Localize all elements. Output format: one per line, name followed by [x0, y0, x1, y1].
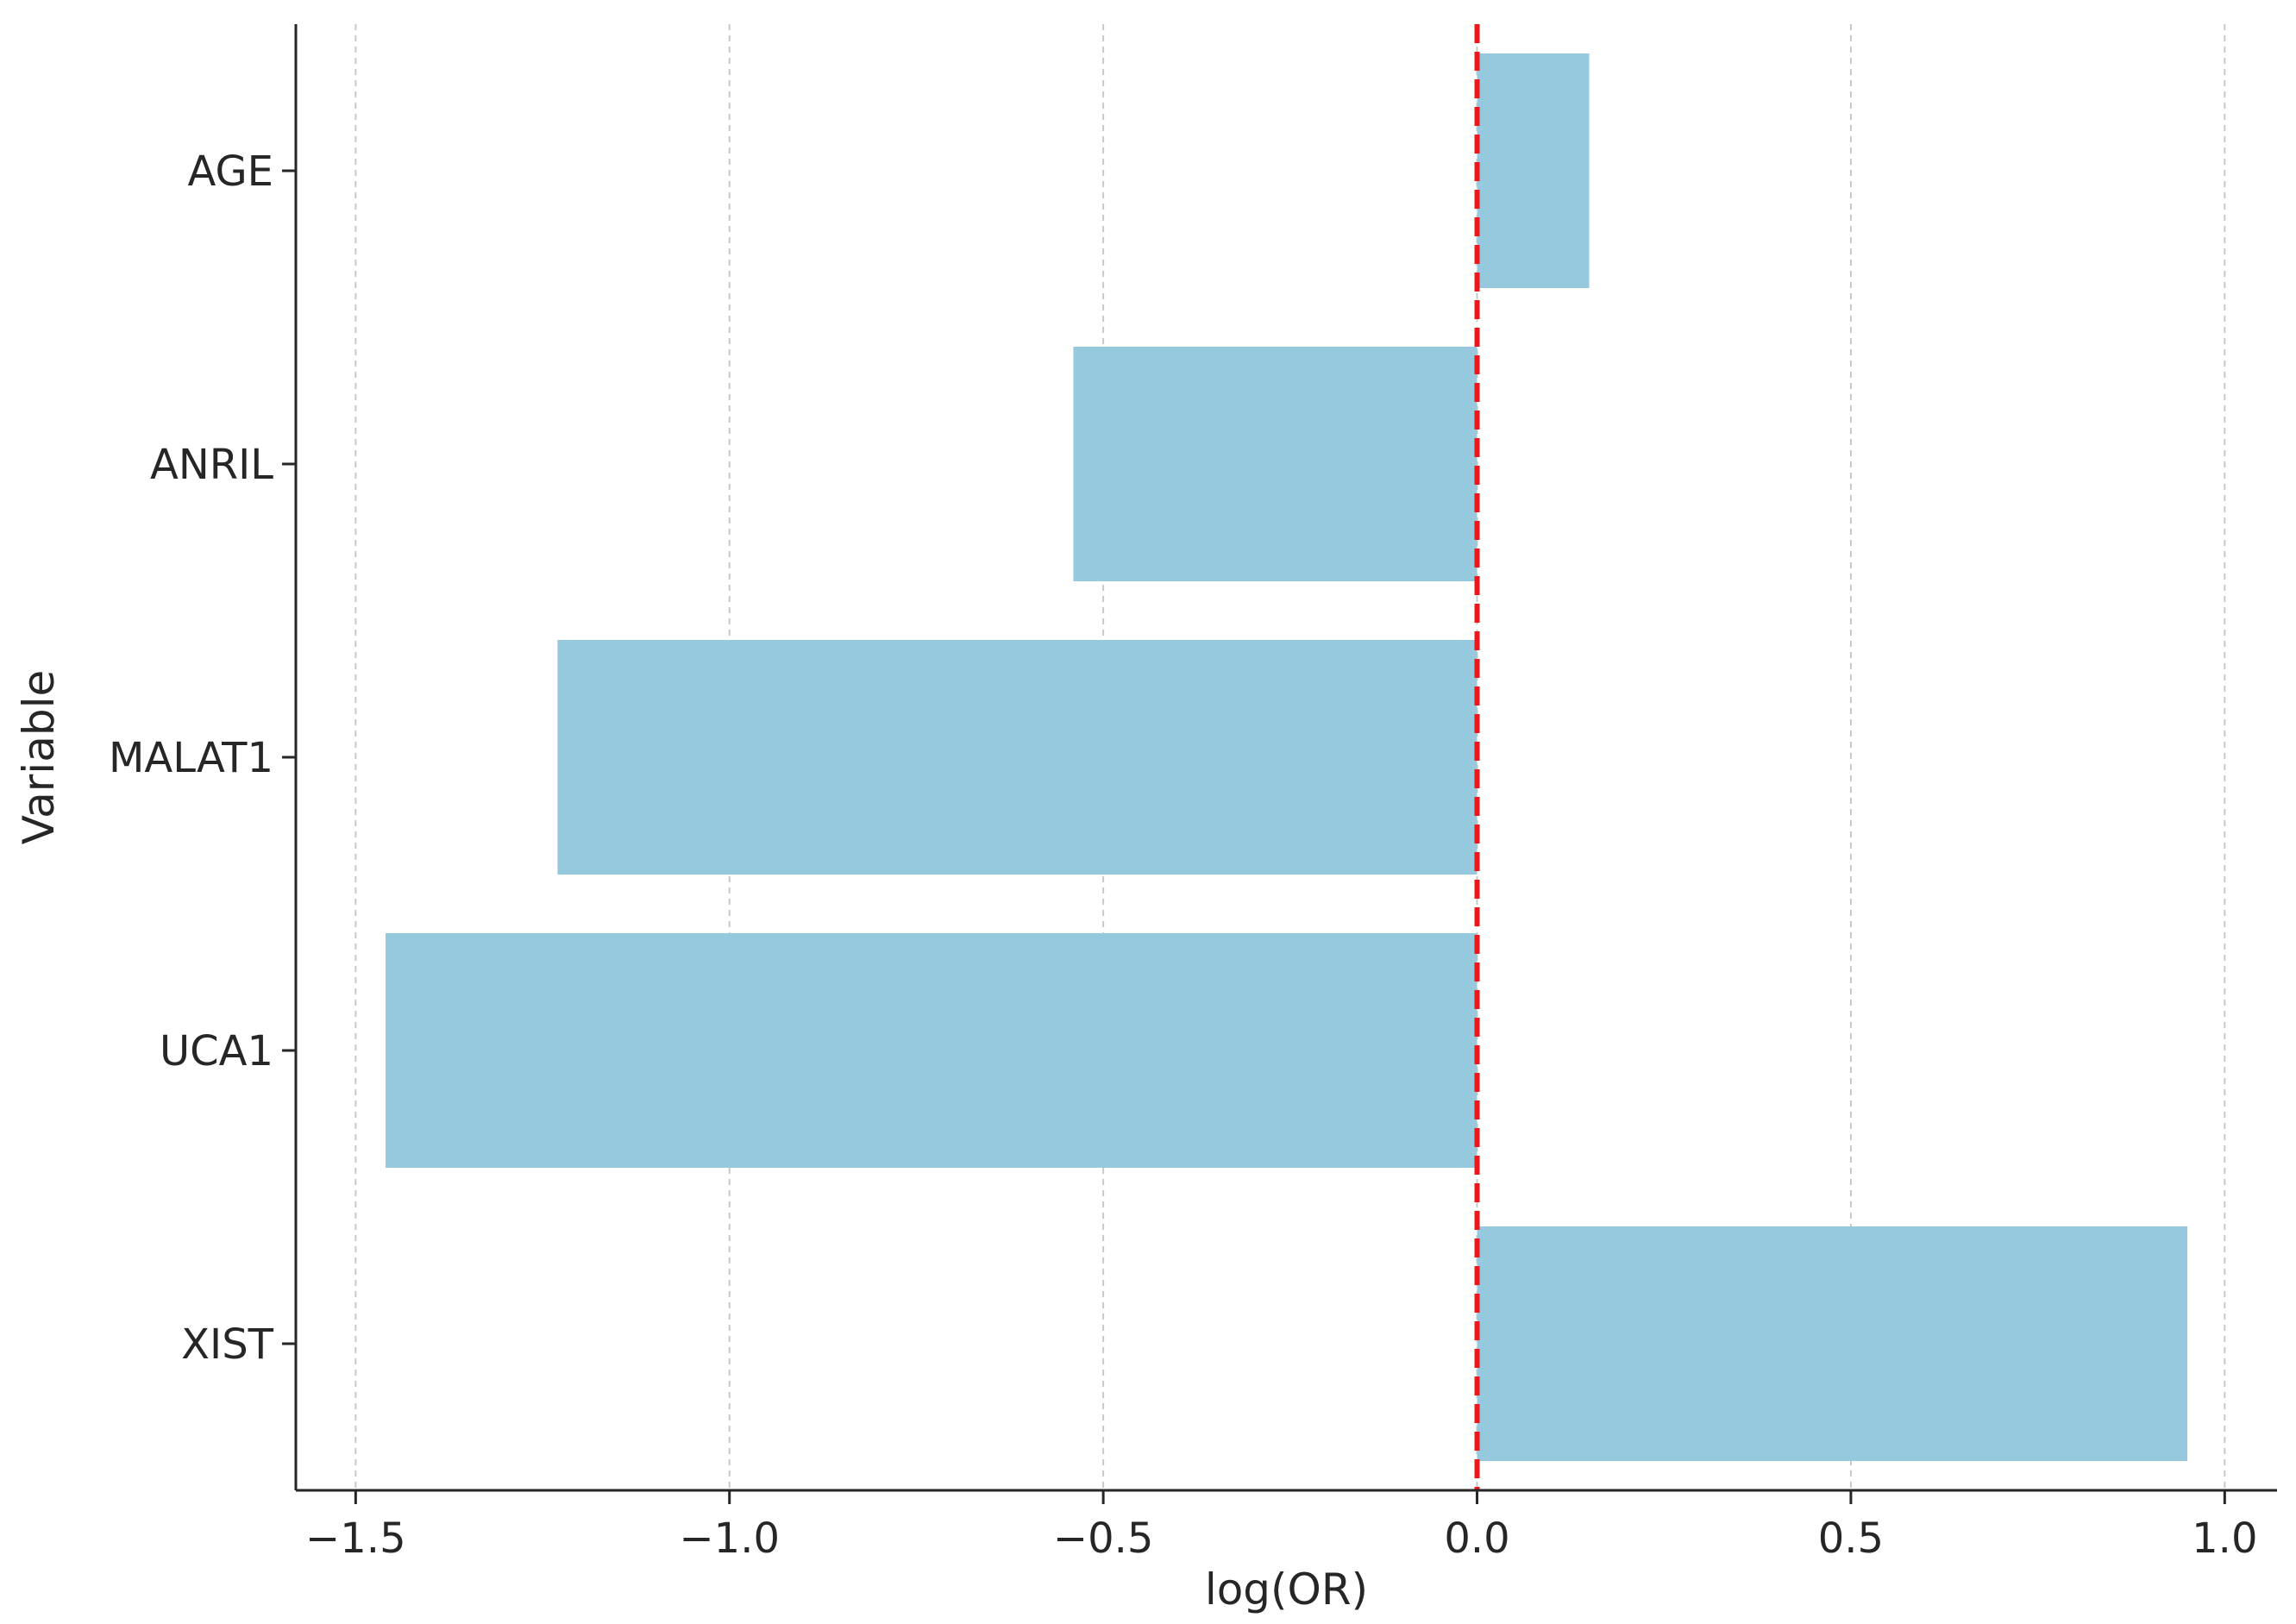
- x-tick-label: 0.0: [1444, 1514, 1509, 1563]
- x-tick-label: 0.5: [1818, 1514, 1884, 1563]
- x-tick-label: −1.5: [305, 1514, 406, 1563]
- y-tick-label: UCA1: [160, 1027, 273, 1075]
- x-axis-title: log(OR): [1205, 1564, 1368, 1615]
- bar-age: [1477, 53, 1590, 288]
- y-axis-title: Variable: [14, 670, 64, 844]
- x-tick-label: −1.0: [679, 1514, 780, 1563]
- axes: −1.5 −1.0 −0.5 0.0 0.5 1.0 AGE ANRIL MALAT1 UCA1 X…: [109, 24, 2277, 1563]
- bar-xist: [1477, 1226, 2187, 1461]
- x-tick-label: 1.0: [2192, 1514, 2257, 1563]
- bar-malat1: [557, 640, 1477, 875]
- bars: [386, 53, 2187, 1461]
- y-tick-label: AGE: [187, 147, 273, 196]
- x-tick-label: −0.5: [1053, 1514, 1154, 1563]
- bar-anril: [1073, 347, 1477, 581]
- bar-uca1: [386, 933, 1477, 1168]
- y-tick-label: XIST: [181, 1320, 274, 1369]
- y-tick-label: ANRIL: [150, 441, 273, 489]
- y-tick-label: MALAT1: [109, 734, 273, 782]
